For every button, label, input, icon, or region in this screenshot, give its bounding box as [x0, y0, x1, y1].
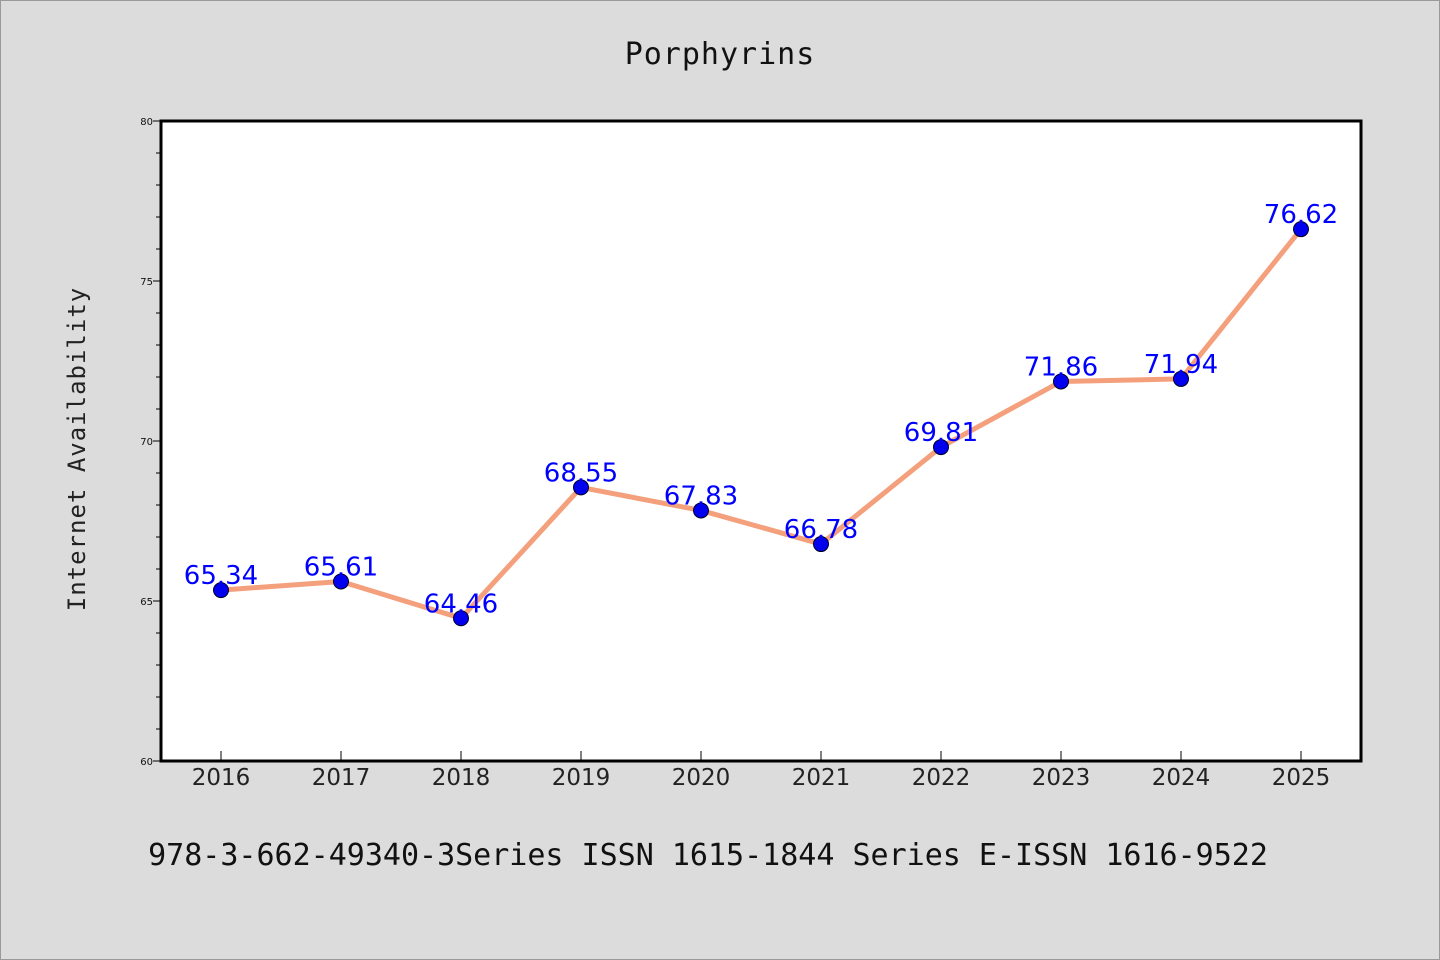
x-tick-label: 2016 — [192, 765, 251, 791]
data-point-marker — [333, 573, 349, 590]
y-tick-label: 60 — [140, 757, 153, 768]
data-point-label: 68.55 — [544, 458, 618, 488]
x-tick-label: 2023 — [1032, 765, 1091, 791]
x-tick-label: 2022 — [912, 765, 971, 791]
data-point-marker — [453, 610, 469, 627]
x-tick-label: 2020 — [672, 765, 731, 791]
data-point-label: 65.61 — [304, 552, 378, 582]
x-tick-label: 2025 — [1272, 765, 1331, 791]
y-tick-label: 65 — [140, 597, 153, 608]
data-point-label: 65.34 — [184, 561, 258, 591]
data-point-marker — [573, 479, 589, 496]
data-point-label: 66.78 — [784, 515, 858, 545]
footer-isbn-text: 978-3-662-49340-3Series ISSN 1615-1844 S… — [148, 838, 1268, 873]
data-point-label: 71.86 — [1024, 352, 1098, 382]
y-tick-label: 80 — [140, 117, 153, 128]
plot-area — [159, 119, 1363, 763]
chart-title: Porphyrins — [625, 37, 816, 72]
data-point-marker — [1293, 221, 1309, 238]
data-point-marker — [213, 582, 229, 599]
y-axis-label: Internet Availability — [63, 287, 91, 611]
data-point-label: 69.81 — [904, 418, 978, 448]
x-tick-label: 2017 — [312, 765, 371, 791]
data-point-marker — [693, 502, 709, 519]
x-tick-label: 2024 — [1152, 765, 1211, 791]
y-tick-label: 75 — [140, 277, 153, 288]
x-tick-label: 2018 — [432, 765, 491, 791]
data-point-label: 76.62 — [1264, 200, 1338, 230]
x-ticks: 2016 2017 2018 2019 2020 2021 2022 2023 2024 2025 — [192, 751, 1331, 791]
y-minor-ticks — [153, 120, 161, 762]
data-point-marker — [1053, 373, 1069, 390]
x-tick-label: 2019 — [552, 765, 611, 791]
data-point-label: 67.83 — [664, 481, 738, 511]
data-point-marker — [1173, 370, 1189, 387]
series-layer — [213, 221, 1309, 627]
x-tick-label: 2021 — [792, 765, 851, 791]
data-point-marker — [813, 536, 829, 553]
data-point-label: 71.94 — [1144, 350, 1218, 380]
series-line — [218, 226, 1304, 621]
y-ticks: 60 65 70 75 80 — [140, 117, 153, 768]
data-point-marker — [933, 439, 949, 456]
y-tick-label: 70 — [140, 437, 153, 448]
data-point-label: 64.46 — [424, 589, 498, 619]
data-labels: 65.34 65.61 64.46 68.55 67.83 66.78 69.81 71.86… — [184, 200, 1338, 619]
